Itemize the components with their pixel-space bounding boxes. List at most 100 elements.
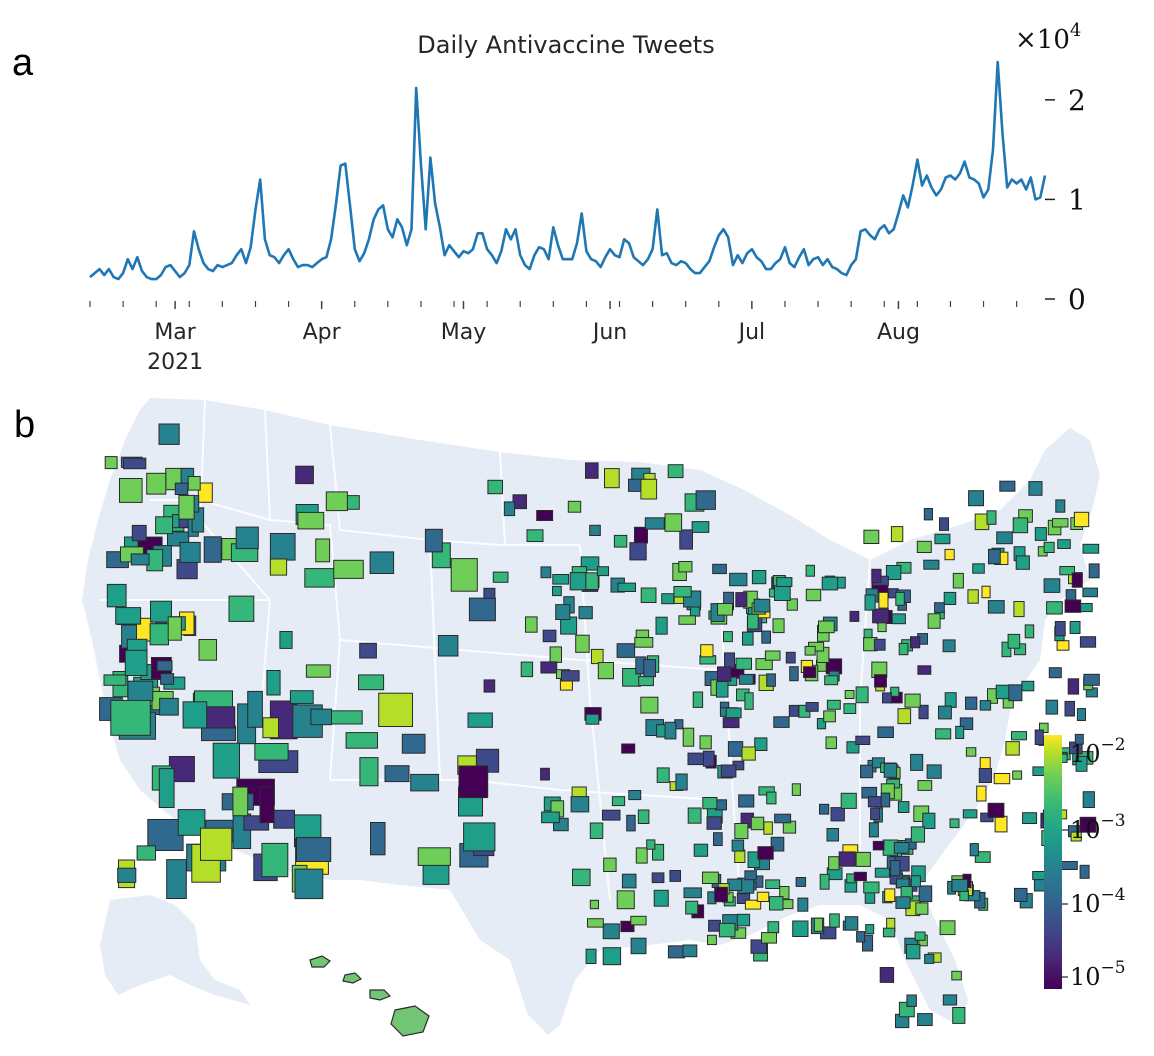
colorbar-tick-label: 10−3 (1070, 811, 1126, 844)
county (766, 791, 777, 805)
county (643, 659, 656, 678)
county (437, 635, 459, 657)
county (669, 870, 682, 882)
county (821, 576, 839, 591)
county (981, 585, 991, 599)
county (526, 529, 544, 542)
county (630, 937, 647, 955)
county (1032, 766, 1046, 777)
county (613, 534, 628, 548)
county (572, 868, 591, 887)
county (816, 718, 827, 730)
county (232, 786, 249, 817)
county (1046, 601, 1063, 615)
county (890, 526, 904, 543)
county (967, 589, 979, 604)
county (774, 813, 792, 824)
county (969, 843, 979, 857)
county (187, 476, 201, 491)
county (965, 747, 977, 757)
county (124, 649, 148, 676)
county (621, 873, 637, 889)
county (136, 845, 157, 861)
county (542, 629, 557, 643)
county (629, 542, 647, 561)
county (1061, 861, 1078, 870)
county (792, 920, 809, 937)
county (679, 529, 693, 550)
county (637, 809, 650, 824)
county (974, 851, 991, 863)
county (914, 931, 926, 941)
county (166, 859, 187, 899)
county (1034, 527, 1047, 541)
county (890, 860, 901, 877)
county (269, 558, 288, 576)
county (766, 673, 776, 687)
county (106, 583, 127, 608)
alaska-land (100, 895, 250, 1005)
county (823, 710, 836, 723)
county (1082, 587, 1099, 598)
county (611, 796, 626, 807)
county (788, 704, 800, 717)
county (540, 767, 550, 781)
county (358, 674, 385, 691)
county (683, 887, 702, 899)
county (644, 517, 665, 530)
county (968, 490, 984, 507)
county (178, 494, 195, 520)
county (741, 746, 756, 761)
county (305, 664, 331, 678)
county (640, 587, 657, 603)
county (804, 645, 816, 656)
county (130, 553, 150, 566)
county (297, 511, 325, 530)
county (424, 528, 443, 553)
county (813, 917, 824, 932)
county (158, 423, 180, 445)
county (1014, 887, 1028, 903)
county (179, 541, 201, 563)
y-tick-label: 1 (1068, 183, 1086, 216)
county (994, 815, 1008, 833)
county (597, 662, 614, 680)
county (638, 676, 654, 687)
county (1005, 741, 1020, 756)
county (1075, 755, 1088, 772)
county (803, 666, 817, 678)
county (329, 710, 363, 725)
county (1067, 678, 1080, 695)
county (127, 680, 154, 702)
county (1057, 539, 1071, 550)
county (915, 902, 929, 915)
county (1082, 543, 1100, 554)
county (369, 551, 395, 575)
county (384, 765, 410, 783)
county (621, 743, 636, 754)
county (259, 786, 275, 824)
series-line (89, 60, 1047, 281)
county (646, 839, 656, 850)
county (951, 970, 962, 981)
county (715, 681, 729, 698)
county (617, 582, 636, 592)
county (826, 828, 839, 842)
county (791, 783, 801, 796)
county (895, 591, 905, 606)
county (708, 919, 721, 932)
county (736, 913, 751, 927)
county (797, 897, 809, 912)
county (846, 741, 860, 754)
county (731, 839, 745, 852)
county (1083, 673, 1100, 686)
county (1054, 621, 1066, 637)
county (825, 736, 837, 750)
county (656, 767, 670, 783)
county (262, 717, 279, 739)
county (779, 886, 790, 900)
county (634, 526, 648, 544)
county (884, 888, 896, 903)
county (893, 842, 910, 854)
county (304, 568, 335, 588)
